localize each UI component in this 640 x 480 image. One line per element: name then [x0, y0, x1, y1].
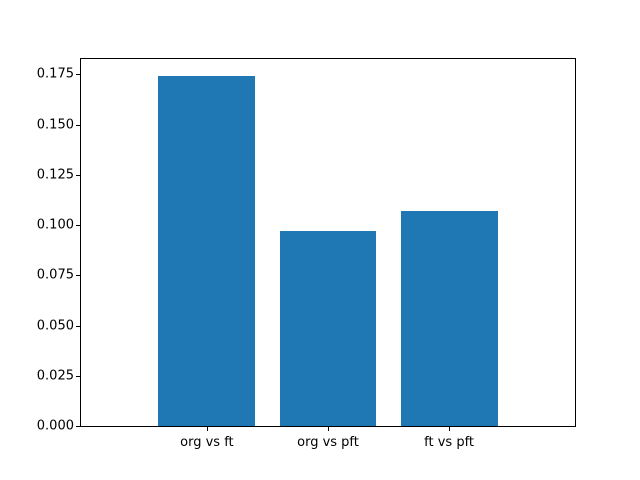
x-tick-mark: [328, 427, 329, 431]
y-tick-mark: [76, 74, 80, 76]
y-tick-label: 0.050: [36, 318, 74, 334]
x-tick-mark: [206, 427, 208, 431]
y-tick-mark: [76, 124, 80, 126]
y-tick-label: 0.150: [36, 117, 74, 133]
y-tick-mark: [76, 426, 80, 427]
y-tick-label: 0.175: [36, 66, 74, 82]
y-tick-mark: [76, 375, 80, 377]
y-tick-label: 0.000: [36, 418, 74, 434]
y-tick-label: 0.100: [36, 217, 74, 233]
bar: [400, 211, 498, 426]
y-tick-mark: [76, 275, 80, 277]
y-tick-mark: [76, 225, 80, 227]
plot-area: org vs ft org vs pft ft vs pft 0.000 0.025 0.…: [37, 58, 576, 449]
bar: [158, 76, 256, 426]
y-tick-label: 0.025: [36, 368, 74, 384]
y-tick-mark: [76, 325, 80, 327]
x-tick-label: org vs pft: [297, 435, 359, 450]
x-tick-label: ft vs pft: [424, 435, 475, 450]
bar: [279, 231, 377, 426]
y-tick-mark: [76, 174, 80, 176]
y-tick-label: 0.075: [36, 267, 74, 283]
y-tick-label: 0.125: [36, 167, 74, 183]
x-tick-mark: [449, 427, 451, 431]
x-tick-label: org vs ft: [180, 435, 234, 450]
